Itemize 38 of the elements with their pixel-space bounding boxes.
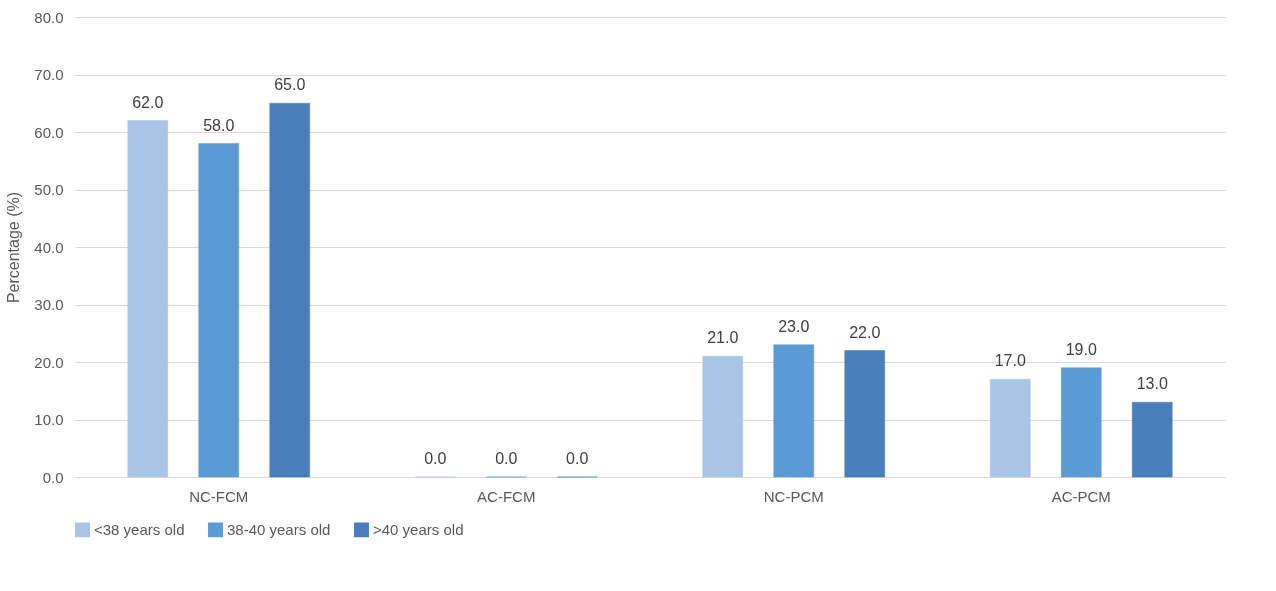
data-label: 21.0 (707, 329, 739, 347)
legend-label: 38-40 years old (227, 520, 331, 538)
bar (1061, 367, 1102, 478)
data-label: 0.0 (566, 450, 589, 467)
y-tick-label: 80.0 (34, 8, 64, 26)
bar (773, 344, 814, 478)
x-tick-label: AC-PCM (1051, 487, 1111, 505)
bar (198, 143, 239, 478)
bar (990, 379, 1031, 478)
data-label: 19.0 (1065, 340, 1097, 358)
bar (1131, 402, 1173, 478)
legend-label: <38 years old (94, 520, 185, 538)
data-label: 23.0 (778, 317, 810, 335)
y-tick-label: 70.0 (34, 66, 64, 83)
bar (269, 103, 310, 478)
y-tick-label: 60.0 (34, 123, 64, 141)
bar (844, 350, 885, 478)
data-label: 22.0 (849, 323, 881, 341)
data-label: 13.0 (1136, 375, 1168, 393)
bar (127, 120, 169, 478)
data-label: 0.0 (495, 450, 518, 467)
y-tick-label: 0.0 (42, 468, 64, 486)
data-label: 62.0 (132, 93, 164, 111)
bar (702, 356, 744, 478)
x-tick-label: NC-FCM (189, 487, 249, 505)
y-tick-label: 20.0 (34, 353, 64, 371)
data-label: 17.0 (994, 352, 1026, 370)
y-tick-label: 10.0 (34, 411, 64, 428)
x-tick-label: AC-FCM (477, 487, 536, 505)
y-tick-label: 50.0 (34, 181, 64, 198)
legend-label: >40 years old (373, 520, 464, 538)
data-label: 58.0 (203, 116, 235, 134)
data-label: 0.0 (424, 450, 447, 467)
y-tick-label: 40.0 (34, 238, 64, 256)
y-tick-label: 30.0 (34, 296, 64, 313)
y-axis-title: Percentage (%) (5, 191, 23, 304)
data-label: 65.0 (274, 76, 306, 94)
x-tick-label: NC-PCM (763, 487, 824, 505)
